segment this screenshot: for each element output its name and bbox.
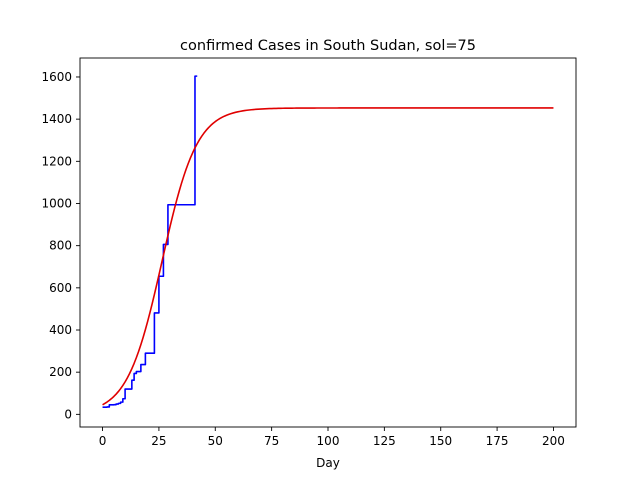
x-tick-label: 200 [542, 434, 565, 448]
x-axis: 0 25 50 75 100 125 150 175 200 [99, 427, 565, 448]
x-tick-label: 150 [429, 434, 452, 448]
x-tick-label: 25 [151, 434, 166, 448]
y-axis: 0 200 400 600 800 1000 1200 1400 1600 [41, 70, 80, 421]
y-tick-label: 0 [64, 407, 72, 421]
y-tick-label: 800 [49, 239, 72, 253]
y-tick-label: 1200 [41, 154, 72, 168]
plot-background [80, 58, 576, 427]
plot-area [79, 57, 577, 428]
x-tick-label: 50 [208, 434, 223, 448]
y-tick-label: 600 [49, 281, 72, 295]
x-tick-label: 75 [264, 434, 279, 448]
x-tick-label: 175 [486, 434, 509, 448]
y-tick-label: 1400 [41, 112, 72, 126]
x-axis-label: Day [316, 456, 340, 470]
x-tick-label: 0 [99, 434, 107, 448]
chart-title: confirmed Cases in South Sudan, sol=75 [180, 38, 476, 54]
series-layer [102, 75, 554, 408]
x-tick-label: 125 [373, 434, 396, 448]
series-line-2 [102, 107, 554, 406]
series-line-1 [102, 75, 198, 408]
y-tick-label: 1600 [41, 70, 72, 84]
x-tick-label: 100 [317, 434, 340, 448]
y-tick-label: 200 [49, 365, 72, 379]
y-tick-label: 400 [49, 323, 72, 337]
y-tick-label: 1000 [41, 196, 72, 210]
